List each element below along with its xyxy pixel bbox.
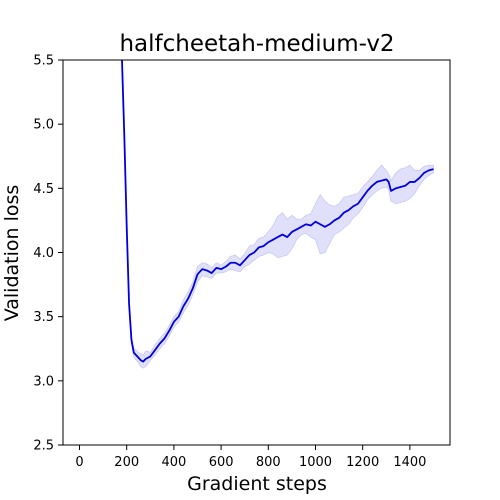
x-axis-label: Gradient steps: [187, 473, 327, 495]
x-tick-label: 200: [114, 455, 139, 470]
x-tick-label: 1400: [393, 455, 426, 470]
x-tick-label: 600: [209, 455, 234, 470]
x-tick-label: 400: [161, 455, 186, 470]
y-tick-label: 3.5: [33, 310, 54, 325]
chart-title: halfcheetah-medium-v2: [119, 31, 394, 57]
x-tick-label: 0: [75, 455, 83, 470]
y-tick-label: 4.0: [33, 246, 54, 261]
y-axis-label: Validation loss: [1, 185, 23, 322]
x-tick-label: 1000: [299, 455, 332, 470]
x-tick-label: 800: [256, 455, 281, 470]
y-tick-label: 5.5: [33, 54, 54, 69]
y-tick-label: 2.5: [33, 439, 54, 454]
y-tick-label: 5.0: [33, 118, 54, 133]
x-tick-label: 1200: [346, 455, 379, 470]
y-tick-label: 3.0: [33, 374, 54, 389]
y-tick-label: 4.5: [33, 182, 54, 197]
